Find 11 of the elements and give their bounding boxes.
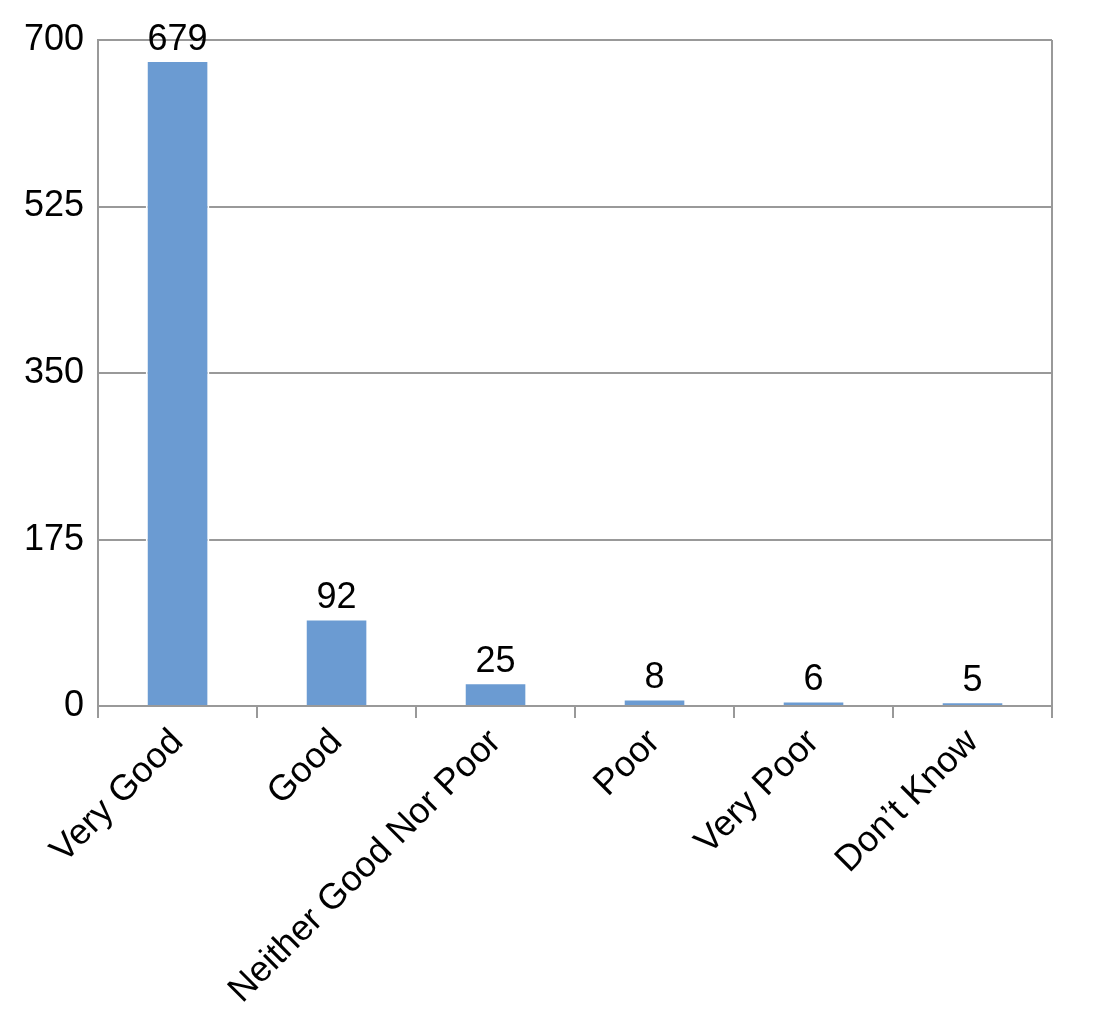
y-tick-label: 525 — [23, 183, 85, 225]
data-label: 92 — [316, 575, 357, 617]
y-tick-label: 0 — [64, 683, 85, 725]
y-tick-label: 700 — [23, 16, 85, 58]
data-label: 6 — [803, 657, 824, 699]
y-tick-label: 350 — [23, 349, 85, 391]
data-label: 679 — [147, 16, 208, 58]
data-label: 8 — [644, 655, 665, 697]
data-label: 25 — [475, 639, 516, 681]
data-label: 5 — [962, 658, 983, 700]
y-tick-label: 175 — [23, 516, 85, 558]
